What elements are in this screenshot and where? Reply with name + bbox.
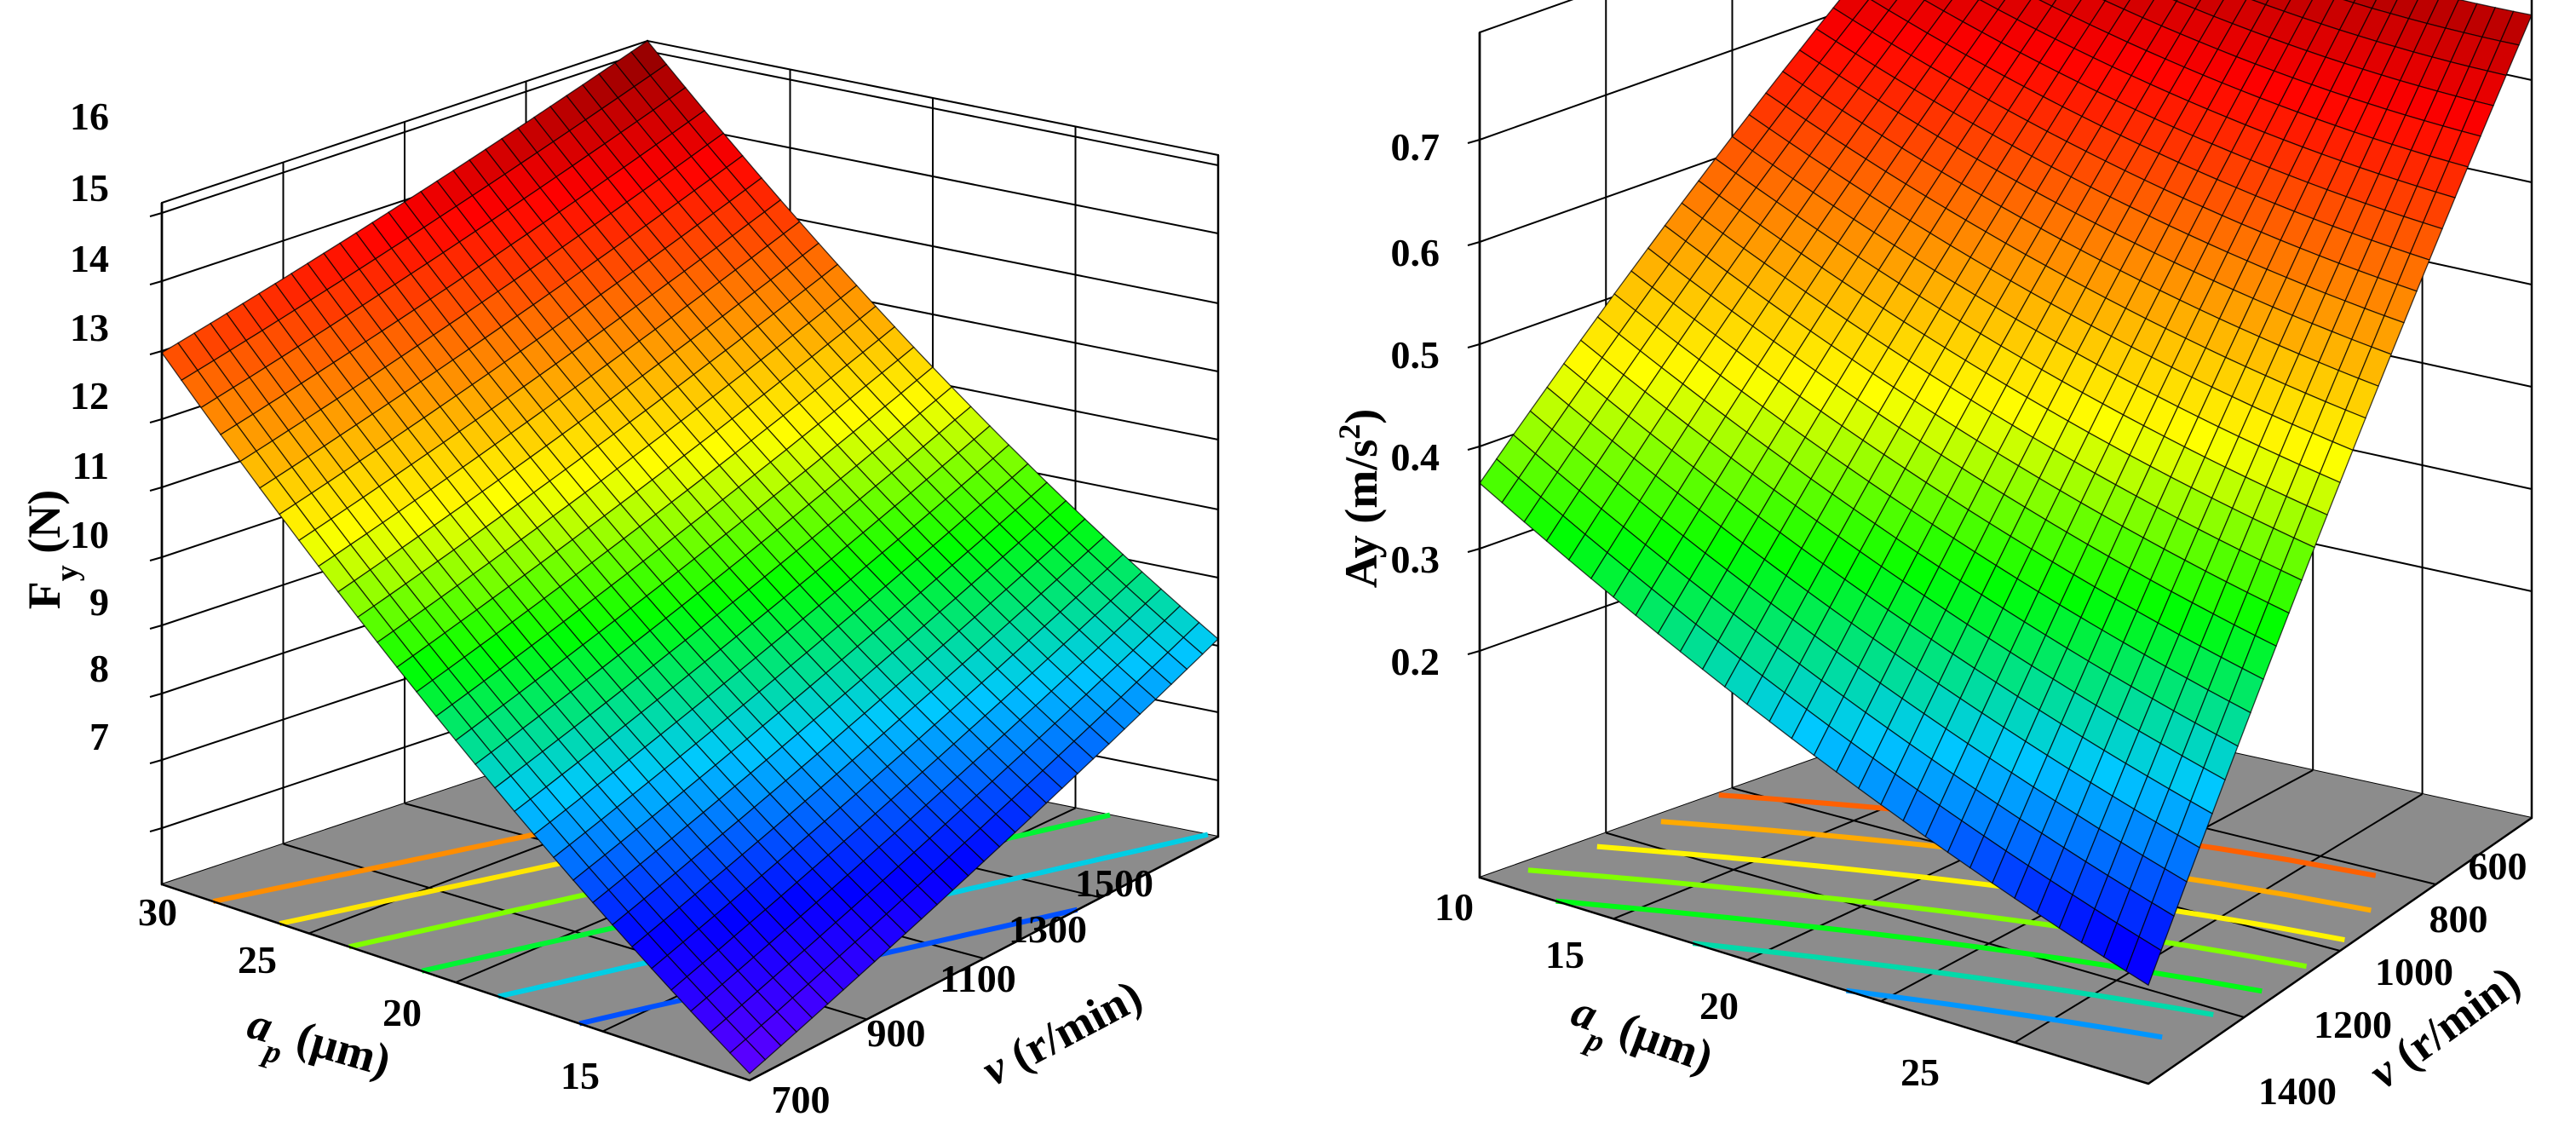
surface-facet bbox=[2125, 935, 2162, 987]
z-tick-label: 8 bbox=[89, 647, 109, 690]
ap-tick-label: 25 bbox=[1900, 1051, 1940, 1094]
left-surface-mesh bbox=[161, 40, 1219, 1074]
right-surface-plot: 0.7 0.6 0.5 0.4 0.3 0.2 10 15 20 25 600 … bbox=[1332, 0, 2533, 1113]
z-tick-label: 7 bbox=[89, 715, 109, 758]
ap-tick-label: 20 bbox=[382, 991, 422, 1034]
v-tick-label: 1000 bbox=[2375, 950, 2453, 993]
z-tick-label: 0.3 bbox=[1391, 538, 1440, 581]
left-box-frame bbox=[160, 155, 1220, 1082]
v-tick-label: 1100 bbox=[940, 957, 1015, 1000]
ap-tick-label: 25 bbox=[238, 938, 277, 981]
left-ap-tick-labels: 30 25 20 15 bbox=[138, 890, 600, 1097]
z-tick-mark bbox=[149, 486, 163, 492]
ap-tick-label: 10 bbox=[1435, 885, 1474, 929]
z-tick-label: 9 bbox=[89, 580, 109, 624]
right-surface-mesh bbox=[1479, 0, 2533, 987]
z-tick-mark bbox=[1467, 139, 1481, 144]
left-ap-axis-label: ap (μm) bbox=[239, 997, 397, 1101]
z-tick-label: 16 bbox=[70, 95, 109, 138]
z-tick-mark bbox=[149, 280, 163, 285]
z-tick-label: 0.2 bbox=[1391, 640, 1440, 683]
contour-line bbox=[1692, 941, 2214, 1017]
v-tick-label: 1200 bbox=[2314, 1003, 2392, 1046]
left-z-axis-label: Fy (N) bbox=[19, 490, 85, 609]
z-tick-mark bbox=[149, 350, 163, 355]
v-tick-label: 1300 bbox=[1009, 907, 1087, 951]
z-tick-mark bbox=[1467, 548, 1481, 553]
v-tick-label: 700 bbox=[772, 1078, 831, 1121]
z-tick-mark bbox=[149, 212, 163, 217]
z-tick-mark bbox=[1467, 343, 1481, 348]
ap-tick-label: 15 bbox=[561, 1054, 600, 1097]
surface-facet bbox=[729, 1039, 767, 1074]
ap-tick-label: 30 bbox=[138, 890, 177, 934]
z-tick-mark bbox=[149, 625, 163, 630]
v-tick-label: 800 bbox=[2429, 897, 2488, 941]
contour-line bbox=[1555, 898, 2263, 994]
v-tick-label: 1400 bbox=[2258, 1069, 2337, 1113]
z-tick-mark bbox=[149, 556, 163, 561]
floor-gridline bbox=[1605, 832, 2245, 1018]
right-ap-tick-labels: 10 15 20 25 bbox=[1435, 885, 1940, 1094]
ap-tick-label: 20 bbox=[1699, 984, 1739, 1028]
z-tick-label: 0.6 bbox=[1391, 231, 1440, 274]
z-tick-label: 0.7 bbox=[1391, 125, 1440, 169]
z-tick-label: 0.5 bbox=[1391, 333, 1440, 377]
z-tick-mark bbox=[1467, 241, 1481, 246]
z-tick-label: 13 bbox=[70, 306, 109, 349]
right-v-tick-labels: 600 800 1000 1200 1400 bbox=[2258, 844, 2527, 1113]
z-tick-label: 12 bbox=[70, 374, 109, 417]
contour-line bbox=[1846, 987, 2163, 1040]
z-tick-mark bbox=[149, 418, 163, 423]
z-tick-mark bbox=[1467, 650, 1481, 655]
z-tick-mark bbox=[1467, 446, 1481, 451]
z-tick-label: 11 bbox=[72, 444, 109, 487]
ap-tick-label: 15 bbox=[1545, 933, 1584, 976]
z-tick-label: 15 bbox=[70, 166, 109, 210]
z-tick-label: 10 bbox=[70, 513, 109, 556]
z-tick-mark bbox=[149, 759, 163, 764]
z-tick-mark bbox=[149, 827, 163, 832]
left-surface-plot: 16 15 14 13 12 11 10 9 8 7 30 25 20 15 7… bbox=[19, 39, 1220, 1121]
right-ap-axis-label: ap (μm) bbox=[1560, 985, 1719, 1097]
right-z-tick-labels: 0.7 0.6 0.5 0.4 0.3 0.2 bbox=[1391, 125, 1440, 683]
right-box-frame bbox=[1478, 0, 2533, 1085]
left-z-tick-labels: 16 15 14 13 12 11 10 9 8 7 bbox=[70, 95, 109, 758]
left-v-tick-labels: 700 900 1100 1300 1500 bbox=[772, 861, 1154, 1121]
v-tick-label: 900 bbox=[867, 1011, 926, 1055]
v-tick-label: 600 bbox=[2469, 844, 2527, 888]
z-tick-mark bbox=[149, 693, 163, 698]
right-z-axis-label: Ay (m/s2) bbox=[1332, 409, 1387, 588]
v-tick-label: 1500 bbox=[1075, 861, 1153, 905]
z-tick-label: 14 bbox=[70, 237, 109, 280]
z-tick-label: 0.4 bbox=[1391, 435, 1440, 479]
